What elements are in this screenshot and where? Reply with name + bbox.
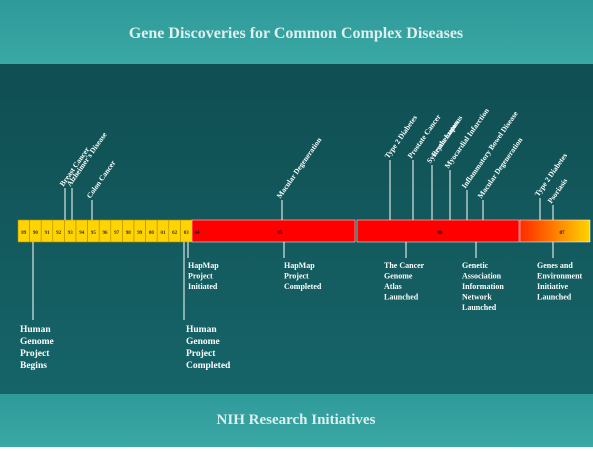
year-label: 96 <box>103 231 109 236</box>
initiative-label: Genome <box>186 337 220 347</box>
initiative-label: Project <box>284 272 309 281</box>
year-segment <box>519 219 591 243</box>
initiative-label: Launched <box>537 293 572 302</box>
initiative-label: Genes and <box>537 261 573 270</box>
initiative-label: Launched <box>384 293 419 302</box>
title: Gene Discoveries for Common Complex Dise… <box>129 25 463 42</box>
year-label: 98 <box>126 231 132 236</box>
initiative-label: Project <box>20 349 50 359</box>
year-label: 95 <box>91 231 97 236</box>
initiative-label: Completed <box>284 282 322 291</box>
initiative-label: Network <box>462 293 492 302</box>
year-label: 00 <box>149 231 155 236</box>
year-segment <box>356 219 520 243</box>
year-label: 99 <box>137 231 143 236</box>
initiative-label: Human <box>20 325 51 335</box>
initiative-label: HapMap <box>188 261 219 270</box>
year-label: 91 <box>45 231 51 236</box>
year-label: 03 <box>184 231 190 236</box>
initiative-label: Initiative <box>537 282 569 291</box>
initiative-label: Project <box>188 272 213 281</box>
initiative-label: Genetic <box>462 261 489 270</box>
year-label: 01 <box>161 231 167 236</box>
initiative-label: Information <box>462 282 504 291</box>
initiative-label: The Cancer <box>384 261 425 270</box>
initiative-label: Association <box>462 272 502 281</box>
initiative-label: Genome <box>20 337 54 347</box>
initiative-label: Project <box>186 349 216 359</box>
initiative-label: Completed <box>186 361 231 371</box>
initiative-label: Human <box>186 325 217 335</box>
initiative-label: Environment <box>537 272 583 281</box>
initiative-label: Begins <box>20 361 47 371</box>
year-label: 04 <box>195 231 201 236</box>
initiative-label: Genome <box>384 272 413 281</box>
year-label: 06 <box>438 231 444 236</box>
year-segment <box>191 219 356 243</box>
year-label: 89 <box>21 231 27 236</box>
header-band <box>0 0 593 64</box>
year-label: 07 <box>560 231 566 236</box>
footer-title: NIH Research Initiatives <box>217 412 376 428</box>
footer-band <box>0 394 593 447</box>
year-label: 90 <box>33 231 39 236</box>
year-label: 02 <box>172 231 178 236</box>
initiative-label: Initiated <box>188 282 218 291</box>
initiative-label: HapMap <box>284 261 315 270</box>
year-label: 97 <box>114 231 120 236</box>
year-label: 94 <box>79 231 85 236</box>
initiative-label: Atlas <box>384 282 402 291</box>
year-label: 92 <box>56 231 62 236</box>
initiative-label: Launched <box>462 303 497 312</box>
year-label: 05 <box>278 231 284 236</box>
year-label: 93 <box>68 231 74 236</box>
